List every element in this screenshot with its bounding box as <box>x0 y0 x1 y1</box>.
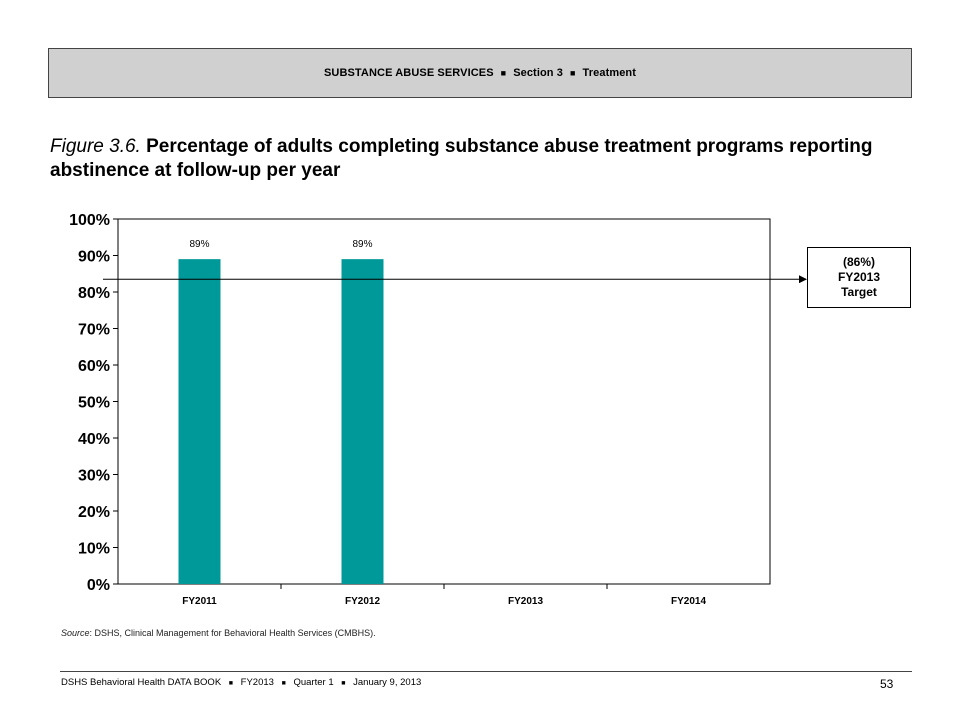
y-axis-tick-label: 90% <box>78 249 110 266</box>
figure-title: Figure 3.6. Percentage of adults complet… <box>50 135 910 183</box>
footer-separator-icon: ■ <box>228 680 234 687</box>
y-axis-tick-label: 20% <box>78 504 110 521</box>
page-footer: DSHS Behavioral Health DATA BOOK ■ FY201… <box>61 677 421 688</box>
footer-divider <box>60 671 912 672</box>
bar-fy2012 <box>341 259 384 584</box>
footer-fiscal-year: FY2013 <box>240 677 274 688</box>
target-callout-box: (86%) FY2013 Target <box>807 247 911 308</box>
page-number: 53 <box>880 677 894 691</box>
section-header-banner: SUBSTANCE ABUSE SERVICES ■ Section 3 ■ T… <box>48 48 912 98</box>
bar-data-label: 89% <box>189 239 209 250</box>
footer-date: January 9, 2013 <box>353 677 422 688</box>
x-axis-category-label: FY2013 <box>508 596 543 607</box>
header-separator-icon: ■ <box>570 68 576 78</box>
x-axis-category-label: FY2014 <box>671 596 706 607</box>
header-section-number: Section 3 <box>513 67 563 79</box>
source-note: Source: DSHS, Clinical Management for Be… <box>61 628 376 638</box>
header-section-name: SUBSTANCE ABUSE SERVICES <box>323 67 494 79</box>
header-separator-icon: ■ <box>500 68 507 78</box>
x-axis-category-label: FY2011 <box>182 596 217 607</box>
bar-data-label: 89% <box>352 239 372 250</box>
footer-separator-icon: ■ <box>281 680 286 687</box>
y-axis-tick-label: 10% <box>78 541 110 558</box>
y-axis-tick-label: 0% <box>87 577 110 594</box>
y-axis-tick-label: 80% <box>78 285 110 302</box>
source-text: : DSHS, Clinical Management for Behavior… <box>89 628 376 638</box>
bar-fy2011 <box>178 259 221 584</box>
header-section-topic: Treatment <box>582 67 637 79</box>
y-axis-tick-label: 30% <box>78 468 110 485</box>
footer-quarter: Quarter 1 <box>293 677 334 688</box>
target-name-label: Target <box>841 285 877 299</box>
y-axis-tick-label: 70% <box>78 322 110 339</box>
y-axis-tick-label: 50% <box>78 395 110 412</box>
target-year-label: FY2013 <box>837 270 881 284</box>
source-label: Source <box>61 628 90 638</box>
x-axis-category-label: FY2012 <box>345 596 380 607</box>
figure-label: Figure 3.6. <box>50 136 141 157</box>
y-axis-tick-label: 100% <box>69 212 110 229</box>
footer-publication: DSHS Behavioral Health DATA BOOK <box>61 677 222 688</box>
y-axis-tick-label: 40% <box>78 431 110 448</box>
figure-title-text: Percentage of adults completing substanc… <box>50 136 873 181</box>
y-axis-tick-label: 60% <box>78 358 110 375</box>
target-value-label: (86%) <box>842 255 875 269</box>
footer-separator-icon: ■ <box>341 680 346 687</box>
